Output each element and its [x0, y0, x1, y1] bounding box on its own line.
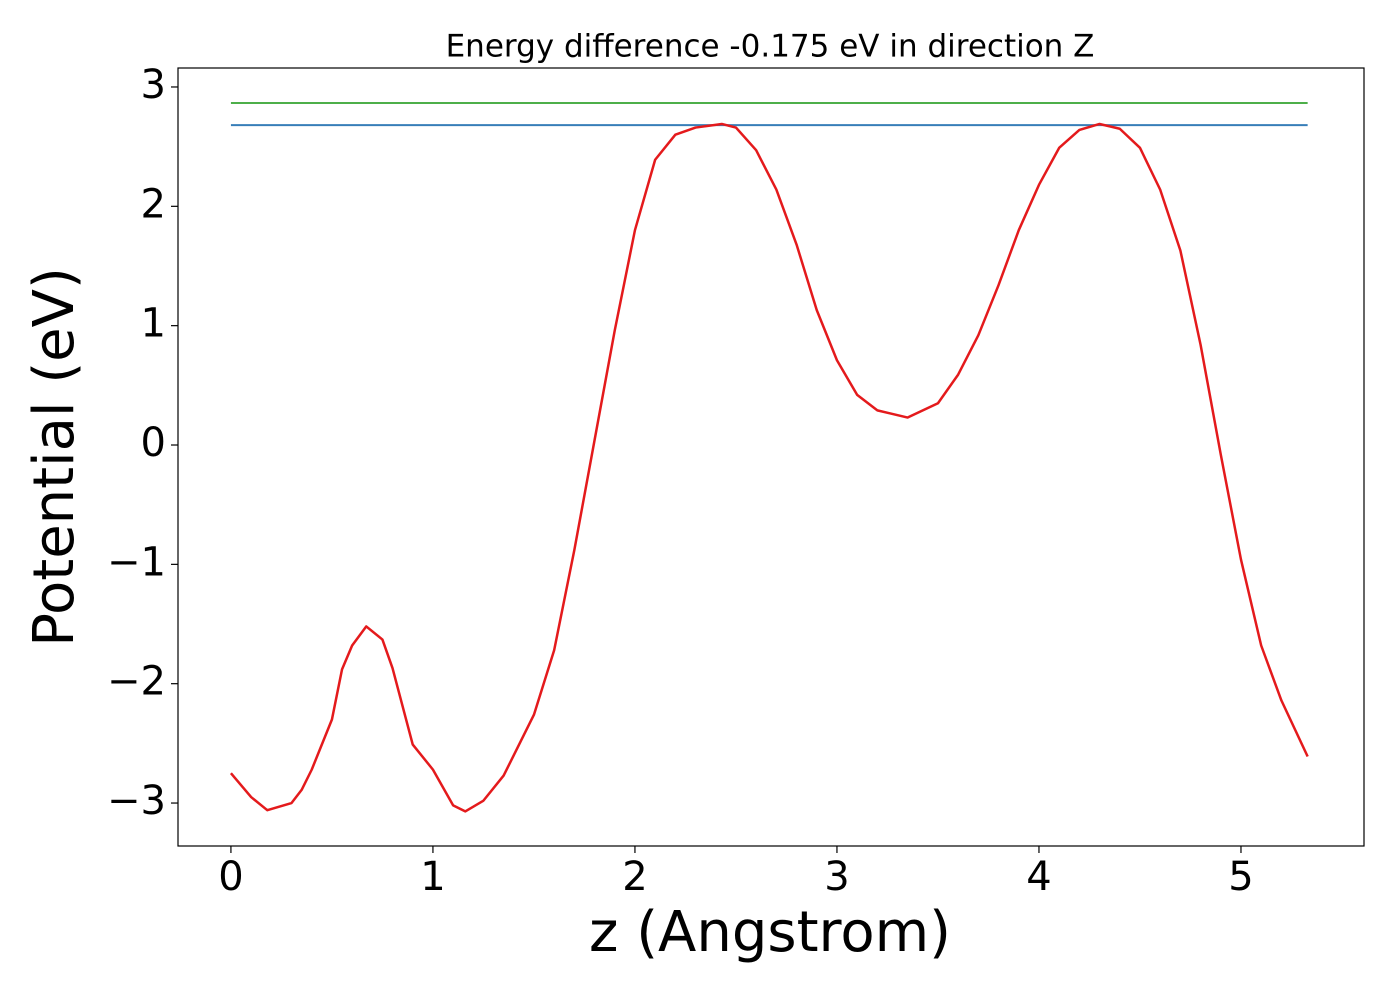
x-tick-label: 4 [1026, 854, 1051, 900]
y-tick-label: 2 [141, 181, 166, 227]
y-tick-label: 1 [141, 301, 166, 347]
x-tick-label: 2 [622, 854, 647, 900]
y-axis-label: Potential (eV) [22, 267, 87, 647]
y-tick-label: 0 [141, 420, 166, 466]
y-tick-label: −3 [107, 778, 166, 824]
x-tick-label: 1 [420, 854, 445, 900]
chart-title: Energy difference -0.175 eV in direction… [446, 29, 1095, 65]
x-tick-label: 0 [218, 854, 243, 900]
x-tick-label: 3 [824, 854, 849, 900]
data-line [229, 122, 1309, 813]
y-tick-label: −2 [107, 659, 166, 705]
x-axis-label: z (Angstrom) [589, 900, 951, 965]
plot-frame [177, 67, 1365, 847]
x-tick-label: 5 [1228, 854, 1253, 900]
y-tick-label: −1 [107, 539, 166, 585]
y-tick-label: 3 [141, 62, 166, 108]
